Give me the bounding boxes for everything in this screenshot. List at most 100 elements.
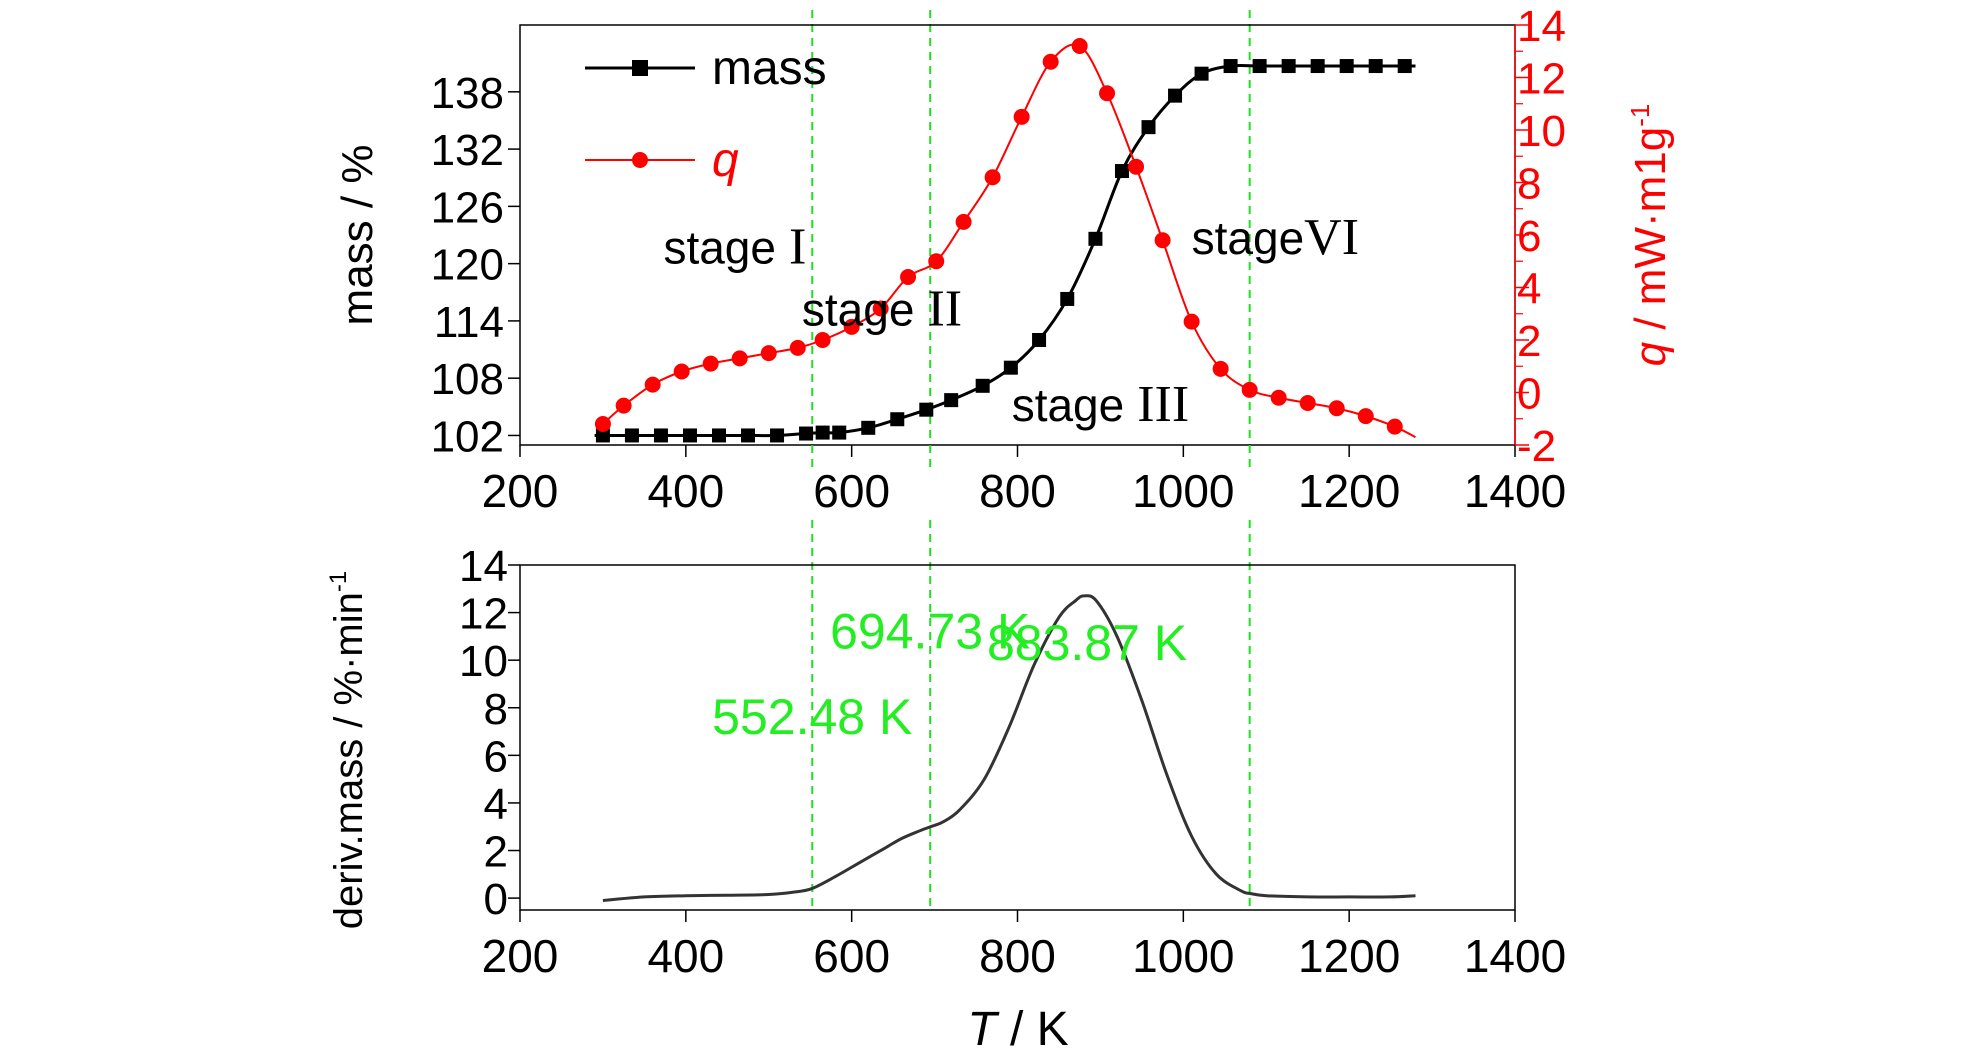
q-data-point bbox=[731, 350, 748, 367]
stage-roman-numeral: III bbox=[1124, 376, 1189, 433]
top-x-axis: 200 400 600 800 1000 1200 1400 bbox=[482, 445, 1566, 517]
mass-data-point bbox=[1032, 333, 1047, 347]
mass-data-point bbox=[1310, 59, 1325, 74]
mass-data-point bbox=[682, 428, 697, 443]
mass-data-point bbox=[1114, 164, 1129, 179]
bottom-y-tick-label: 2 bbox=[484, 828, 508, 877]
top-y2-tick-label: 0 bbox=[1517, 370, 1541, 419]
mass-data-point bbox=[1003, 360, 1018, 375]
mass-data-point bbox=[624, 428, 639, 443]
q-data-point bbox=[814, 332, 831, 348]
q-data-point bbox=[900, 269, 917, 285]
q-data-point bbox=[644, 376, 661, 393]
q-data-point bbox=[760, 345, 777, 362]
top-y2-tick-label: 4 bbox=[1517, 265, 1541, 314]
q-data-point bbox=[1241, 381, 1258, 398]
bottom-x-tick-label: 200 bbox=[482, 930, 559, 982]
top-y2-tick-label: 2 bbox=[1517, 317, 1541, 366]
t-variable: T bbox=[967, 1003, 1000, 1056]
mass-data-point bbox=[1368, 59, 1383, 74]
temperature-annotation: 883.87 K bbox=[987, 615, 1187, 671]
top-x-tick-label: 800 bbox=[979, 465, 1056, 517]
mass-data-point bbox=[799, 426, 814, 441]
q-data-point bbox=[984, 169, 1001, 186]
top-x-tick-label: 600 bbox=[813, 465, 890, 517]
top-y-tick-label: 114 bbox=[434, 298, 504, 347]
top-y-tick-label: 120 bbox=[431, 241, 504, 290]
bottom-y-tick-label: 14 bbox=[459, 542, 508, 591]
bottom-x-tick-label: 1000 bbox=[1132, 930, 1234, 982]
bottom-series-group bbox=[602, 594, 1416, 902]
mass-data-point bbox=[919, 402, 934, 417]
top-y-tick-label: 102 bbox=[431, 412, 504, 461]
top-x-tick-label: 1400 bbox=[1464, 465, 1566, 517]
stage-word: stage bbox=[1192, 212, 1305, 264]
stage-word: stage bbox=[1012, 379, 1125, 431]
mass-data-point bbox=[861, 420, 876, 435]
bottom-x-tick-label: 1200 bbox=[1298, 930, 1400, 982]
temperature-annotation: 694.73 K bbox=[830, 603, 1030, 659]
q-data-point bbox=[1071, 38, 1088, 54]
q-data-point bbox=[872, 300, 889, 317]
q-data-point bbox=[1183, 313, 1200, 330]
bottom-y-tick-label: 6 bbox=[484, 732, 508, 781]
mass-data-point bbox=[1141, 120, 1156, 135]
bottom-x-tick-label: 600 bbox=[813, 930, 890, 982]
mass-data-point bbox=[1088, 231, 1103, 246]
bottom-x-tick-label: 1400 bbox=[1464, 930, 1566, 982]
mass-data-point bbox=[741, 428, 756, 443]
top-y-tick-label: 132 bbox=[431, 126, 504, 175]
q-data-point bbox=[1357, 408, 1374, 425]
top-x-tick-label: 1200 bbox=[1298, 465, 1400, 517]
q-data-point bbox=[955, 213, 972, 230]
top-x-tick-label: 1000 bbox=[1132, 465, 1234, 517]
q-data-point bbox=[928, 253, 945, 270]
q-data-point bbox=[615, 397, 632, 414]
top-vertical-stage-lines bbox=[811, 10, 1251, 445]
top-y-axis-label: mass / % bbox=[333, 145, 382, 326]
top-y-tick-label: 138 bbox=[431, 69, 504, 118]
q-data-point bbox=[1042, 53, 1059, 70]
top-left-y-axis: 102 108 114 120 126 132 138 bbox=[431, 69, 520, 461]
q-unit-superscript: -1 bbox=[1625, 104, 1655, 127]
top-panel: 200 400 600 800 1000 1200 1400 102108114120126… bbox=[333, 2, 1675, 517]
q-data-point bbox=[789, 339, 806, 356]
q-data-point bbox=[1099, 85, 1116, 102]
top-y2-axis-label: q / mW·m1g-1 bbox=[1625, 104, 1675, 367]
mass-data-point bbox=[1252, 59, 1267, 74]
q-data-point bbox=[1386, 418, 1403, 435]
deriv-unit: deriv.mass / %·min bbox=[327, 592, 371, 929]
bottom-y-tick-label: 4 bbox=[484, 780, 508, 829]
q-data-point bbox=[1128, 158, 1145, 175]
q-data-point bbox=[1212, 360, 1229, 377]
stage-label: stageVI bbox=[1192, 209, 1359, 266]
stage-label: stage II bbox=[802, 281, 962, 338]
mass-data-point bbox=[832, 425, 847, 440]
stage-label: stage III bbox=[1012, 376, 1189, 433]
deriv-mass-series-line bbox=[602, 594, 1416, 902]
top-y2-tick-label: 14 bbox=[1517, 2, 1566, 51]
legend-mass-marker bbox=[632, 60, 648, 76]
q-data-point bbox=[673, 363, 690, 380]
bottom-x-axis-label: T / K bbox=[967, 1003, 1068, 1056]
top-y2-tick-label: -2 bbox=[1517, 422, 1556, 471]
q-unit: / mW·m1g bbox=[1626, 127, 1675, 342]
top-series-group bbox=[594, 38, 1416, 443]
bottom-vertical-stage-lines bbox=[811, 445, 1251, 910]
legend-q-label: q bbox=[712, 134, 739, 187]
bottom-x-tick-label: 400 bbox=[647, 930, 724, 982]
legend-item-q: q bbox=[585, 134, 739, 187]
temperature-annotation: 552.48 K bbox=[712, 689, 912, 745]
stage-word: stage bbox=[663, 222, 776, 274]
mass-data-point bbox=[1168, 88, 1183, 103]
legend-item-mass: mass bbox=[585, 42, 827, 95]
mass-data-point bbox=[815, 425, 830, 440]
q-data-point bbox=[702, 355, 719, 372]
stage-roman-numeral: II bbox=[914, 281, 962, 338]
q-data-point bbox=[1013, 108, 1030, 125]
q-variable: q bbox=[1626, 341, 1675, 366]
